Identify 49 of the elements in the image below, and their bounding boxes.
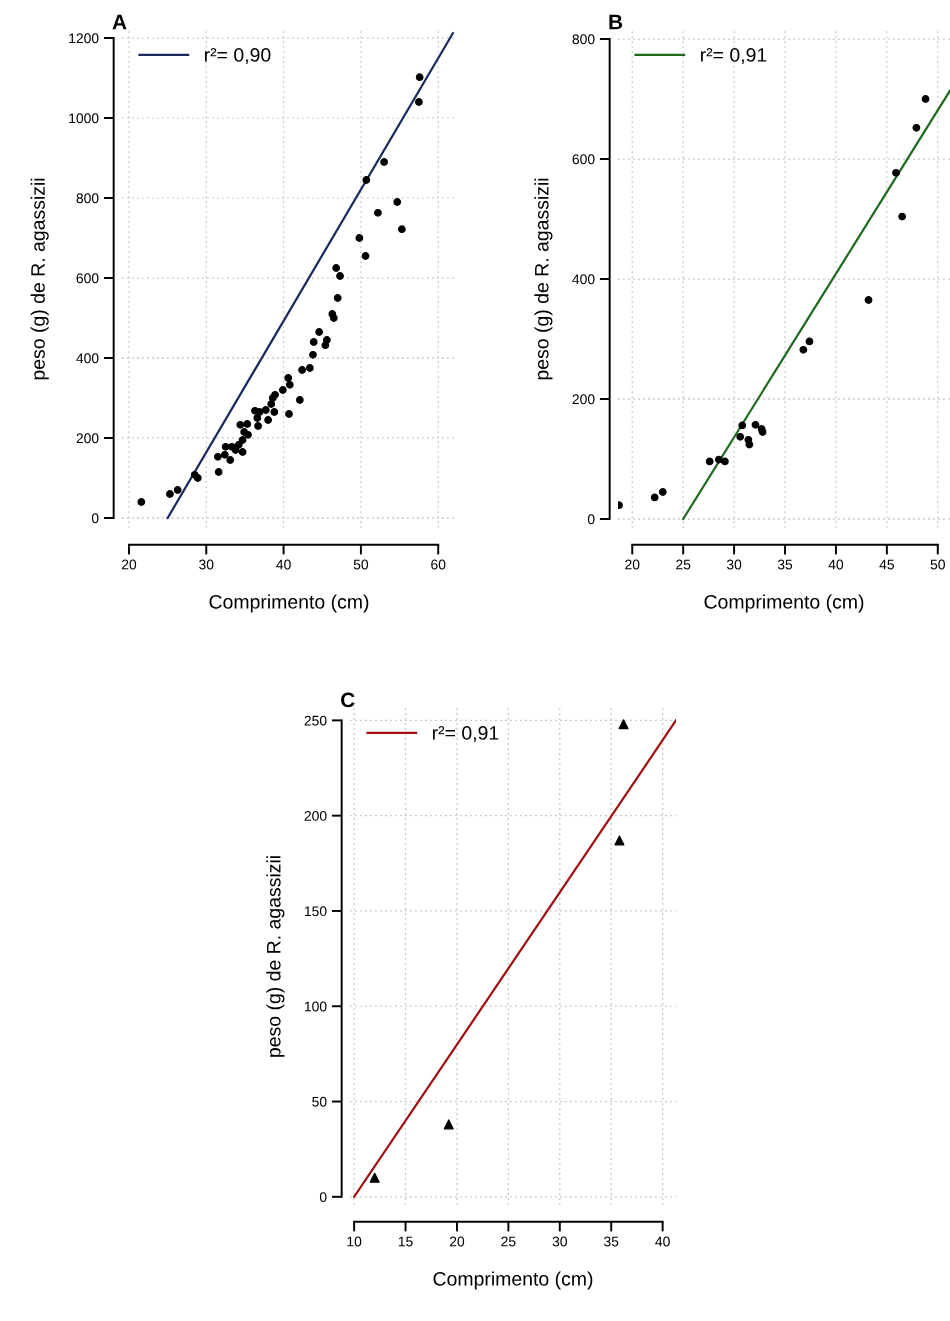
y-tick-label: 0 bbox=[587, 514, 595, 525]
x-tick-label: 10 bbox=[347, 1236, 362, 1247]
y-tick-label: 400 bbox=[572, 274, 595, 285]
x-axis-title: Comprimento (cm) bbox=[433, 1271, 593, 1290]
x-tick-label: 30 bbox=[199, 559, 214, 570]
y-tick-label: 800 bbox=[76, 193, 99, 204]
legend-label: r²= 0,91 bbox=[700, 48, 767, 65]
x-tick-label: 35 bbox=[604, 1236, 619, 1247]
x-tick-label: 45 bbox=[879, 559, 894, 570]
x-tick-label: 60 bbox=[431, 559, 446, 570]
x-tick-label: 20 bbox=[121, 559, 137, 570]
y-tick-label: 100 bbox=[304, 1001, 327, 1012]
y-tick-label: 0 bbox=[91, 513, 99, 524]
legend-label: r²= 0,90 bbox=[204, 48, 271, 65]
x-tick-label: 15 bbox=[398, 1236, 413, 1247]
y-tick-label: 200 bbox=[572, 394, 595, 405]
x-tick-label: 25 bbox=[676, 559, 691, 570]
x-tick-label: 20 bbox=[449, 1236, 465, 1247]
legend-label: r²= 0,91 bbox=[432, 726, 499, 743]
y-tick-label: 0 bbox=[319, 1192, 327, 1202]
y-tick-label: 800 bbox=[572, 34, 595, 45]
y-tick-label: 600 bbox=[572, 154, 595, 165]
x-tick-label: 35 bbox=[777, 559, 793, 570]
chart-title: C bbox=[341, 692, 355, 708]
x-axis-title: Comprimento (cm) bbox=[704, 594, 864, 613]
y-tick-label: 50 bbox=[312, 1096, 327, 1107]
x-tick-label: 30 bbox=[726, 559, 742, 570]
y-tick-label: 200 bbox=[304, 811, 327, 821]
x-tick-label: 40 bbox=[276, 559, 291, 570]
y-axis-title: peso (g) de R. agassizii bbox=[534, 178, 553, 380]
x-tick-label: 50 bbox=[353, 559, 369, 570]
chart-title: A bbox=[112, 14, 127, 30]
y-axis-title: peso (g) de R. agassizii bbox=[266, 856, 285, 1057]
x-axis-title: Comprimento (cm) bbox=[209, 594, 369, 613]
x-tick-label: 20 bbox=[625, 559, 640, 570]
y-tick-label: 150 bbox=[304, 906, 327, 917]
y-axis-title: peso (g) de R. agassizii bbox=[30, 178, 49, 380]
y-tick-label: 250 bbox=[304, 715, 327, 726]
x-tick-label: 40 bbox=[655, 1236, 670, 1247]
x-tick-label: 25 bbox=[501, 1236, 516, 1247]
y-tick-label: 1200 bbox=[69, 33, 99, 44]
y-tick-label: 600 bbox=[76, 273, 99, 284]
x-tick-label: 50 bbox=[930, 559, 945, 570]
x-tick-label: 40 bbox=[828, 559, 844, 570]
y-tick-label: 400 bbox=[76, 353, 99, 364]
chart-title: B bbox=[609, 14, 623, 30]
y-tick-label: 1000 bbox=[69, 113, 99, 124]
y-tick-label: 200 bbox=[76, 433, 99, 444]
x-tick-label: 30 bbox=[552, 1236, 567, 1247]
